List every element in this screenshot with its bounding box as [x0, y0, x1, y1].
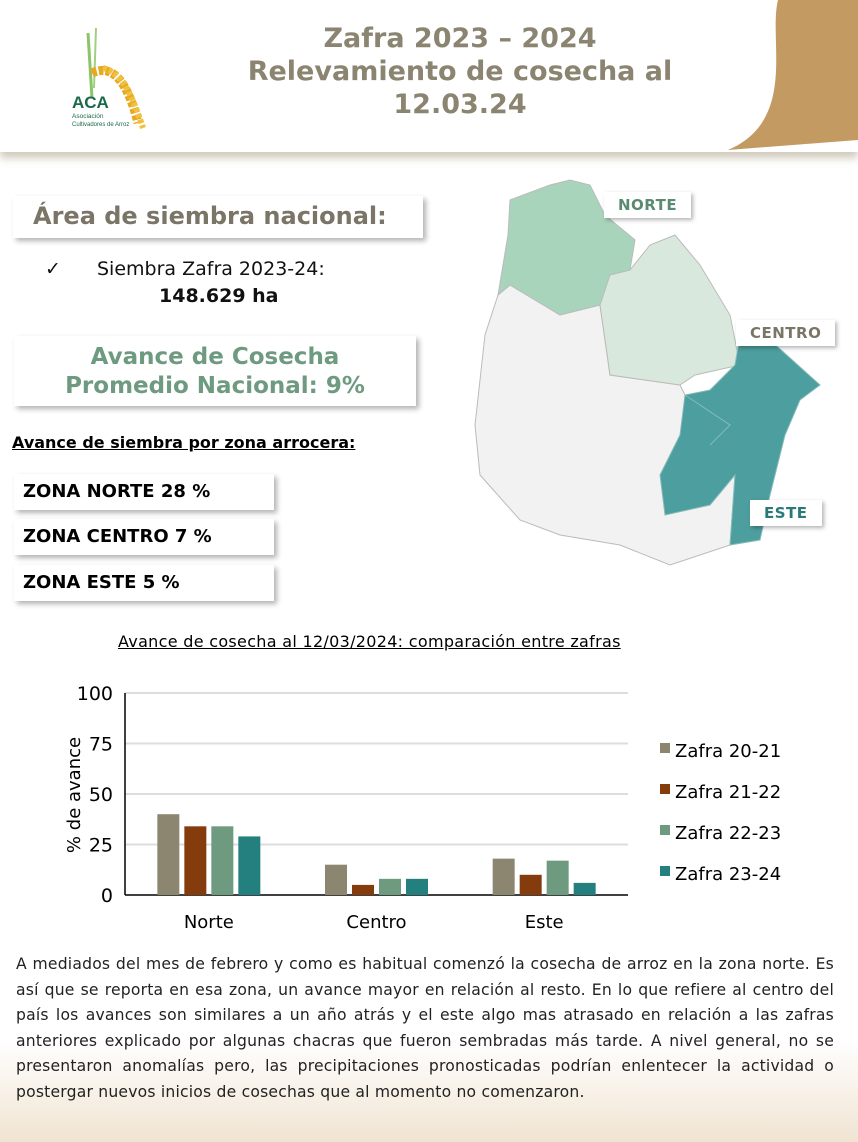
bar-centro-0: [325, 864, 347, 895]
legend-swatch: [660, 866, 670, 876]
check-icon: ✓: [45, 258, 61, 280]
bar-este-2: [546, 860, 569, 895]
map-label-este: ESTE: [750, 500, 822, 526]
legend-swatch: [660, 743, 670, 753]
bar-norte-3: [238, 836, 261, 895]
bar-norte-1: [184, 826, 207, 895]
siembra-label: Siembra Zafra 2023-24:: [97, 258, 325, 280]
zona-este: ZONA ESTE 5 %: [14, 565, 274, 601]
x-tick-label: Centro: [346, 912, 406, 933]
zona-norte: ZONA NORTE 28 %: [14, 474, 274, 510]
bar-este-3: [573, 882, 596, 895]
y-axis-label: % de avance: [64, 737, 85, 853]
bar-centro-1: [352, 884, 374, 895]
decorative-swoosh: [728, 0, 858, 150]
bar-chart: 0 25 50 75 100 % de avance Norte Centro Este Zafr…: [64, 683, 781, 933]
y-tick-label: 25: [89, 835, 113, 857]
svg-text:ACA: ACA: [72, 93, 109, 112]
footer-gradient: [0, 1040, 858, 1142]
avance-nacional: Avance de Cosecha Promedio Nacional: 9%: [14, 336, 416, 406]
uruguay-map: [474, 179, 821, 566]
legend-swatch: [660, 784, 670, 794]
header-banner: ACA Asociación Cultivadores de Arroz Zaf…: [0, 0, 858, 152]
legend-label: Zafra 20-21: [675, 741, 781, 762]
bar-norte-2: [211, 826, 234, 895]
legend-label: Zafra 21-22: [675, 782, 781, 803]
title-line: 12.03.24: [393, 89, 527, 120]
bar-norte-0: [157, 814, 180, 895]
siembra-info: ✓ Siembra Zafra 2023-24: 148.629 ha: [45, 258, 325, 307]
page-title: Zafra 2023 – 2024 Relevamiento de cosech…: [200, 22, 720, 121]
map-este: [659, 334, 821, 546]
bar-centro-3: [406, 878, 428, 895]
bar-este-0: [492, 858, 515, 895]
title-line: Relevamiento de cosecha al: [247, 56, 673, 87]
svg-text:Asociación: Asociación: [72, 113, 104, 120]
summary-paragraph: A mediados del mes de febrero y como es …: [16, 955, 834, 1101]
legend-label: Zafra 22-23: [675, 823, 781, 844]
map-centro: [599, 234, 741, 386]
map-label-centro: CENTRO: [736, 320, 836, 346]
area-heading: Área de siembra nacional:: [13, 196, 423, 238]
avance-line: Avance de Cosecha: [90, 344, 340, 370]
aca-logo: ACA Asociación Cultivadores de Arroz: [68, 27, 158, 137]
y-tick-label: 100: [77, 683, 113, 705]
x-tick-label: Este: [525, 912, 564, 933]
avance-line: Promedio Nacional: 9%: [65, 373, 365, 399]
map-label-norte: NORTE: [604, 192, 692, 218]
y-tick-label: 75: [89, 734, 113, 756]
title-line: Zafra 2023 – 2024: [323, 23, 597, 54]
legend-swatch: [660, 825, 670, 835]
chart-title: Avance de cosecha al 12/03/2024: compara…: [118, 632, 621, 651]
y-tick-label: 0: [101, 885, 113, 907]
bar-centro-2: [379, 878, 401, 895]
x-tick-label: Norte: [184, 912, 234, 933]
svg-text:Cultivadores de Arroz: Cultivadores de Arroz: [72, 122, 129, 128]
siembra-value: 148.629 ha: [159, 285, 279, 307]
bar-este-1: [519, 874, 542, 895]
y-tick-label: 50: [89, 784, 113, 806]
legend-label: Zafra 23-24: [675, 864, 781, 885]
zona-centro: ZONA CENTRO 7 %: [14, 519, 274, 555]
zonas-heading: Avance de siembra por zona arrocera:: [12, 433, 356, 452]
